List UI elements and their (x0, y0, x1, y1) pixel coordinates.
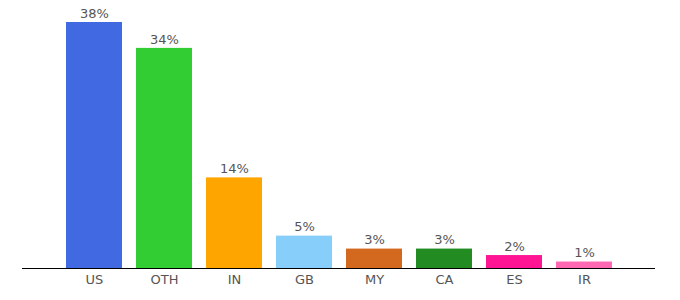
svg-text:1%: 1% (574, 245, 595, 260)
svg-text:5%: 5% (294, 219, 315, 234)
svg-text:38%: 38% (80, 6, 109, 21)
svg-text:ES: ES (506, 272, 522, 287)
svg-text:3%: 3% (364, 232, 385, 247)
svg-text:34%: 34% (150, 32, 179, 47)
svg-text:IR: IR (578, 272, 591, 287)
svg-text:OTH: OTH (151, 272, 179, 287)
svg-text:2%: 2% (504, 239, 525, 254)
svg-text:US: US (86, 272, 104, 287)
svg-text:GB: GB (295, 272, 314, 287)
svg-text:CA: CA (436, 272, 454, 287)
svg-text:14%: 14% (220, 161, 249, 176)
svg-text:3%: 3% (434, 232, 455, 247)
svg-text:IN: IN (228, 272, 242, 287)
svg-text:MY: MY (365, 272, 384, 287)
